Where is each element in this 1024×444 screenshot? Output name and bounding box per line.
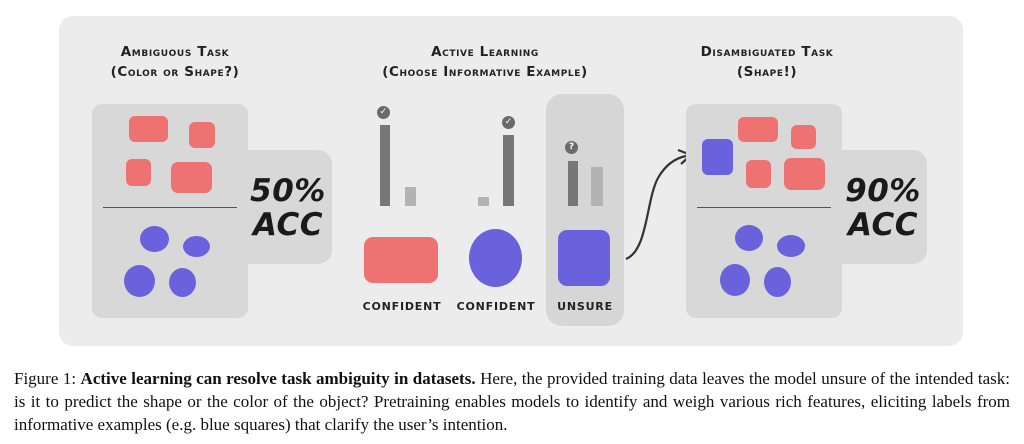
red-rect bbox=[738, 117, 778, 142]
ambiguous-accuracy-tab bbox=[236, 150, 332, 264]
disambiguated-title-line1: Disambiguated Task bbox=[700, 44, 834, 60]
blue-circle bbox=[183, 236, 210, 257]
active-title-line2: (Choose Informative Example) bbox=[382, 64, 588, 80]
accuracy-unit: ACC bbox=[847, 207, 919, 243]
disambiguated-accuracy-tab bbox=[830, 150, 927, 264]
class-divider bbox=[697, 207, 831, 208]
unsure-candidate-highlight bbox=[546, 94, 624, 326]
check-icon: ✓ bbox=[377, 106, 390, 119]
caption-body: Here, the provided training data leaves … bbox=[14, 369, 1010, 434]
figure-caption: Figure 1: Active learning can resolve ta… bbox=[14, 367, 1010, 436]
blue-circle bbox=[764, 267, 791, 297]
candidate-verdict: CONFIDENT bbox=[362, 300, 442, 313]
ambiguous-accuracy: 50% ACC bbox=[246, 174, 330, 242]
active-title-line1: Active Learning bbox=[431, 44, 539, 60]
blue-circle bbox=[169, 268, 196, 297]
red-rect bbox=[791, 125, 816, 149]
red-rect bbox=[189, 122, 215, 148]
class-divider bbox=[103, 207, 237, 208]
confidence-bar bbox=[568, 161, 578, 206]
confidence-bar bbox=[405, 187, 416, 206]
red-rect bbox=[126, 159, 151, 186]
caption-prefix: Figure 1: bbox=[14, 369, 81, 388]
ambiguous-title-line1: Ambiguous Task bbox=[120, 44, 230, 60]
ambiguous-task-title: Ambiguous Task (Color or Shape?) bbox=[95, 42, 255, 82]
disambiguated-accuracy: 90% ACC bbox=[841, 174, 925, 242]
candidate-blue-circle bbox=[469, 229, 522, 287]
candidate-blue-square bbox=[558, 230, 610, 286]
disambiguated-title-line2: (Shape!) bbox=[736, 64, 798, 80]
blue-circle bbox=[777, 235, 805, 257]
red-rect bbox=[784, 158, 825, 190]
blue-circle bbox=[140, 226, 169, 252]
disambiguated-task-title: Disambiguated Task (Shape!) bbox=[672, 42, 862, 82]
accuracy-value: 50% bbox=[250, 173, 326, 209]
red-rect bbox=[129, 116, 168, 142]
blue-circle bbox=[124, 265, 155, 297]
blue-square bbox=[702, 139, 733, 175]
confidence-bar bbox=[478, 197, 489, 206]
candidate-verdict: CONFIDENT bbox=[456, 300, 536, 313]
accuracy-unit: ACC bbox=[252, 207, 324, 243]
red-rect bbox=[746, 160, 771, 188]
ambiguous-title-line2: (Color or Shape?) bbox=[110, 64, 240, 80]
question-icon: ? bbox=[565, 141, 578, 154]
candidate-red-rectangle bbox=[364, 237, 438, 283]
active-learning-title: Active Learning (Choose Informative Exam… bbox=[350, 42, 620, 82]
confidence-bar bbox=[591, 167, 603, 206]
blue-circle bbox=[720, 264, 750, 296]
check-icon: ✓ bbox=[502, 116, 515, 129]
red-rect bbox=[171, 162, 212, 193]
confidence-bar bbox=[380, 125, 390, 206]
blue-circle bbox=[735, 225, 763, 251]
confidence-bar bbox=[503, 135, 514, 206]
candidate-verdict: UNSURE bbox=[557, 300, 613, 313]
accuracy-value: 90% bbox=[845, 173, 921, 209]
caption-bold: Active learning can resolve task ambigui… bbox=[80, 369, 476, 388]
